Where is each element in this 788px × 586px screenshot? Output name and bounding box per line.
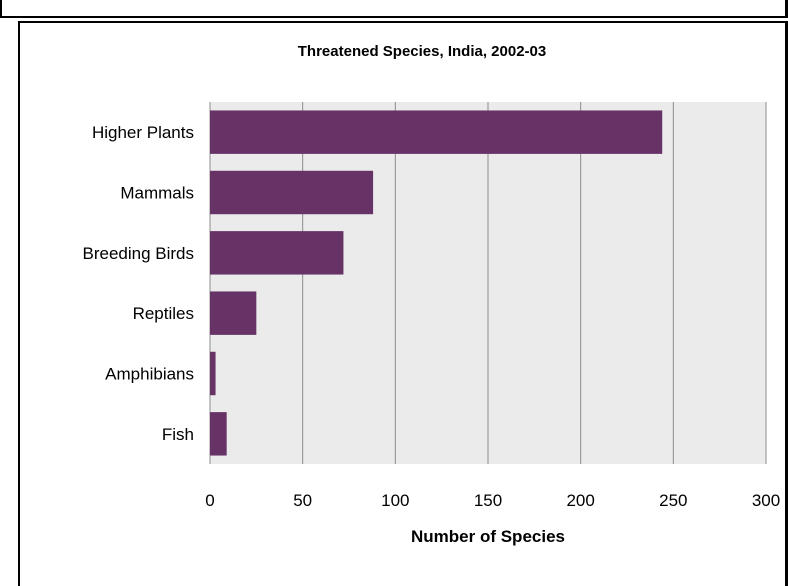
x-tick-label: 0 xyxy=(205,491,214,510)
category-label: Breeding Birds xyxy=(82,244,194,263)
category-label: Reptiles xyxy=(133,304,194,323)
bar xyxy=(210,170,374,215)
bar xyxy=(210,351,216,396)
bar xyxy=(210,231,344,275)
x-tick-label: 300 xyxy=(752,491,780,510)
x-axis-label: Number of Species xyxy=(411,527,565,546)
bar xyxy=(210,110,663,154)
x-tick-label: 50 xyxy=(293,491,312,510)
gridlines xyxy=(209,102,767,464)
x-tick-label: 150 xyxy=(474,491,502,510)
category-label: Fish xyxy=(162,425,194,444)
bar xyxy=(210,412,227,456)
x-tick-labels: 0 50 100 150 200 250 300 xyxy=(205,491,780,510)
top-frame-edge xyxy=(0,0,788,18)
bars xyxy=(210,110,663,456)
category-labels: Higher Plants Mammals Breeding Birds Reptil… xyxy=(82,123,194,444)
chart-title: Threatened Species, India, 2002-03 xyxy=(298,43,546,60)
category-label: Higher Plants xyxy=(92,123,194,142)
x-tick-label: 250 xyxy=(659,491,687,510)
x-tick-label: 200 xyxy=(566,491,594,510)
x-tick-label: 100 xyxy=(381,491,409,510)
category-label: Mammals xyxy=(120,184,194,203)
category-label: Amphibians xyxy=(105,365,194,384)
bar xyxy=(210,291,257,335)
